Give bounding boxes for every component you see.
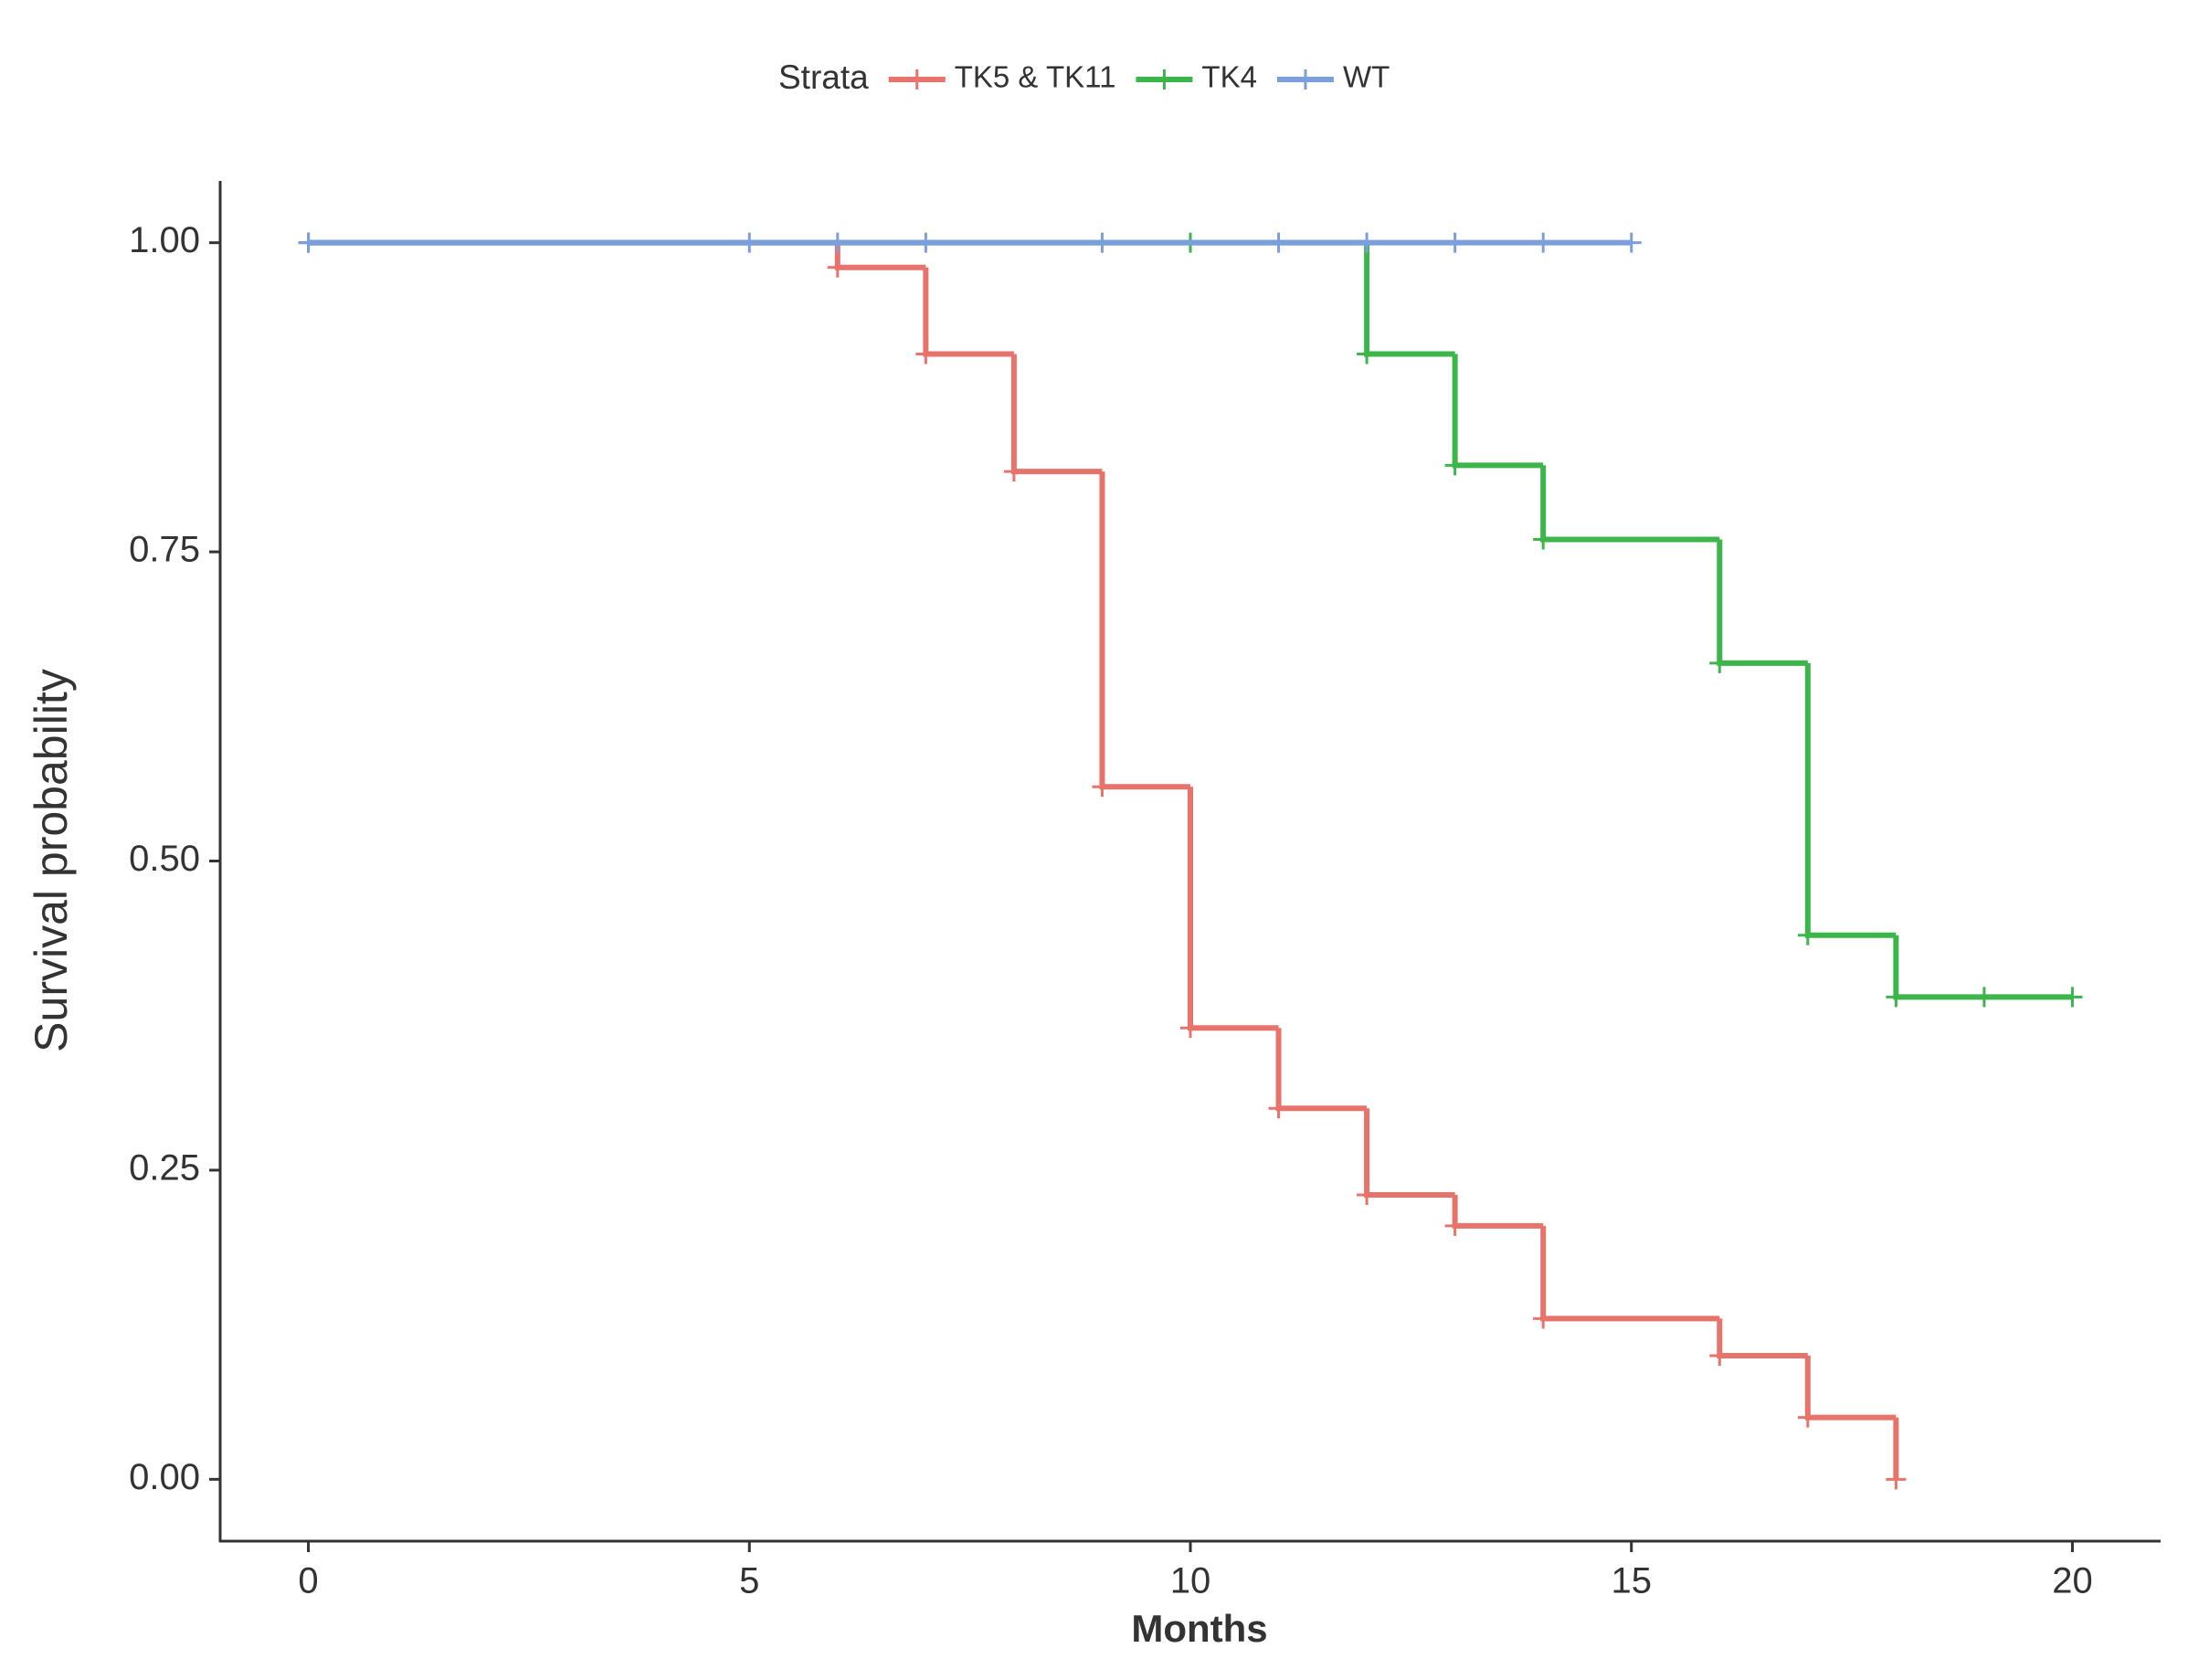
y-tick-label: 0.75 [129, 530, 200, 570]
x-axis-title: Months [1131, 1607, 1267, 1650]
legend-title: Strata [778, 58, 869, 96]
step-segment [1275, 1028, 1368, 1112]
censor-mark [739, 232, 760, 253]
y-tick-label: 0.00 [129, 1457, 200, 1497]
censor-mark [1886, 987, 1907, 1008]
legend-label: WT [1343, 60, 1390, 94]
step-segment [1364, 1108, 1455, 1198]
censor-mark [1444, 1215, 1465, 1236]
y-tick-label: 0.25 [129, 1147, 200, 1188]
censor-mark [1973, 987, 1994, 1008]
censor-mark [1797, 1407, 1818, 1428]
censor-mark [1180, 1018, 1200, 1039]
step-segment [1099, 471, 1190, 790]
step-segment [1893, 935, 1984, 1000]
step-segment [1717, 539, 1808, 666]
censor-mark [1444, 455, 1465, 476]
censor-mark [827, 232, 848, 253]
step-segment [1364, 242, 1455, 357]
legend-label: TK4 [1201, 60, 1257, 94]
step-segment [1452, 354, 1544, 469]
censor-mark [915, 232, 936, 253]
censor-mark [1797, 925, 1818, 946]
step-segment [1452, 1194, 1544, 1229]
x-tick-label: 0 [298, 1561, 318, 1601]
censor-mark [1709, 652, 1730, 673]
x-tick-label: 20 [2052, 1561, 2093, 1601]
censor-mark [1268, 1098, 1289, 1119]
y-axis-title: Survival probability [26, 669, 77, 1052]
censor-mark [2062, 987, 2083, 1008]
step-segment [1540, 1225, 1720, 1322]
censor-mark [1357, 343, 1378, 365]
step-segment [923, 267, 1014, 357]
censor-mark [1003, 461, 1024, 482]
censor-mark [1444, 232, 1465, 253]
censor-mark [1709, 1345, 1730, 1366]
censor-mark [827, 257, 848, 278]
x-tick-label: 10 [1170, 1561, 1211, 1601]
x-tick-label: 5 [739, 1561, 759, 1601]
step-segment [1010, 354, 1103, 475]
censor-mark [298, 232, 319, 253]
step-segment [1188, 787, 1279, 1031]
censor-mark [1621, 232, 1642, 253]
censor-mark [915, 343, 936, 365]
y-tick-label: 1.00 [129, 220, 200, 260]
step-segment [1804, 662, 1897, 938]
legend-label: TK5 & TK11 [955, 60, 1116, 94]
censor-mark [1533, 529, 1554, 550]
censor-mark [1886, 1469, 1907, 1490]
step-segment [834, 242, 926, 270]
censor-mark [1357, 232, 1378, 253]
step-segment [1717, 1318, 1808, 1358]
censor-mark [1092, 232, 1113, 253]
censor-mark [1268, 232, 1289, 253]
y-tick-label: 0.50 [129, 839, 200, 879]
censor-mark [1092, 777, 1113, 798]
step-segment [1804, 1355, 1897, 1421]
censor-mark [1533, 1308, 1554, 1329]
x-tick-label: 15 [1611, 1561, 1652, 1601]
censor-mark [1533, 232, 1554, 253]
censor-mark [1357, 1184, 1378, 1205]
step-segment [1540, 465, 1720, 543]
